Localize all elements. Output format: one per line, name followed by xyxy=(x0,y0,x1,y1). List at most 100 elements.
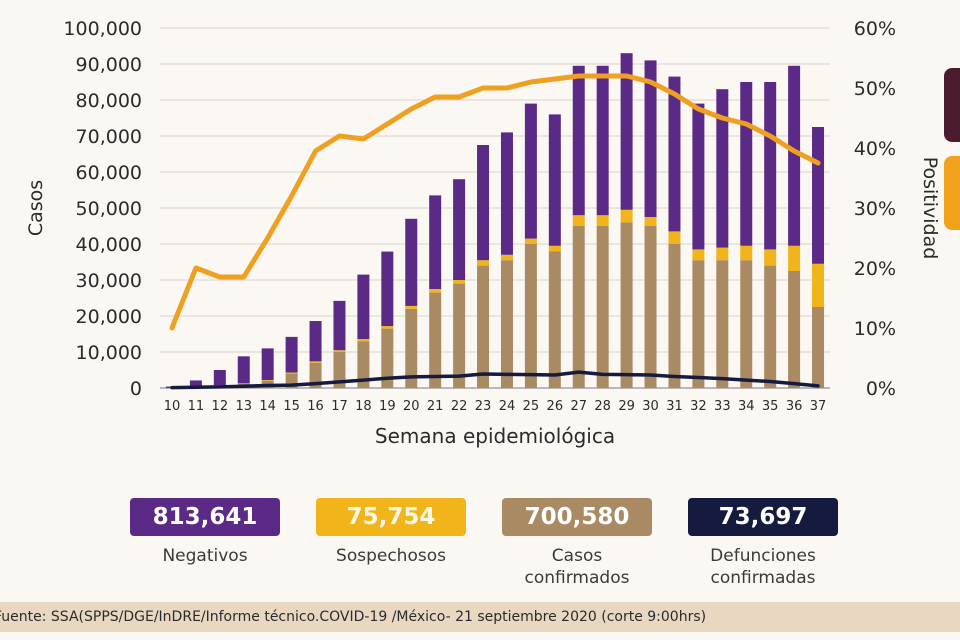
bar-casos-confirmados xyxy=(524,244,537,388)
bar-casos-confirmados xyxy=(477,265,490,388)
bar-casos-confirmados xyxy=(740,260,753,388)
bar-casos-confirmados xyxy=(596,226,609,388)
summary-card-defunciones: 73,697 Defunciones confirmadas xyxy=(688,498,838,589)
summary-label: Defunciones confirmadas xyxy=(710,546,816,588)
bar-negativos xyxy=(788,65,801,246)
line-positividad xyxy=(169,73,821,331)
right-axis-ticks: 0% 10% 20% 30% 40% 50% 60% xyxy=(854,18,896,400)
x-tick-label: 26 xyxy=(547,399,564,414)
y2-tick-label: 0% xyxy=(866,378,896,400)
bar-sospechosos xyxy=(788,245,801,271)
x-tick-label: 36 xyxy=(786,399,803,414)
x-tick-label: 35 xyxy=(762,399,779,414)
x-tick-label: 11 xyxy=(188,399,205,414)
bar-negativos xyxy=(405,218,418,306)
x-tick-label: 22 xyxy=(451,399,468,414)
bar-sospechosos xyxy=(500,254,513,261)
y-tick-label: 90,000 xyxy=(76,54,142,76)
x-tick-label: 28 xyxy=(594,399,611,414)
x-tick-label: 32 xyxy=(690,399,707,414)
side-tab-top xyxy=(944,68,960,142)
summary-label: Sospechosos xyxy=(336,546,446,566)
bar-negativos xyxy=(237,356,250,384)
x-tick-label: 30 xyxy=(642,399,659,414)
bar-casos-confirmados xyxy=(812,307,825,388)
bar-casos-confirmados xyxy=(644,226,657,388)
bar-negativos xyxy=(596,65,609,216)
y-tick-label: 50,000 xyxy=(76,198,142,220)
bar-negativos xyxy=(764,82,777,250)
bar-sospechosos xyxy=(429,289,442,293)
bar-casos-confirmados xyxy=(572,226,585,388)
summary-card-confirmados: 700,580 Casos confirmados xyxy=(502,498,652,589)
x-tick-label: 21 xyxy=(427,399,444,414)
y2-axis-title: Positividad xyxy=(919,157,941,260)
x-tick-label: 29 xyxy=(618,399,635,414)
bar-sospechosos xyxy=(381,326,394,329)
bar-negativos xyxy=(333,300,346,351)
x-axis-ticks: 10 11 12 13 14 15 16 17 18 19 20 21 22 23 24 25 26 27 28 29… xyxy=(164,399,827,414)
x-tick-label: 18 xyxy=(355,399,372,414)
y-tick-label: 30,000 xyxy=(76,270,142,292)
bar-sospechosos xyxy=(596,215,609,226)
bar-negativos xyxy=(548,114,561,246)
x-tick-label: 14 xyxy=(259,399,276,414)
bar-casos-confirmados xyxy=(548,251,561,388)
bar-sospechosos xyxy=(644,217,657,226)
y2-tick-label: 40% xyxy=(854,138,896,160)
bar-negativos xyxy=(429,195,442,289)
bar-negativos xyxy=(740,82,753,246)
x-tick-label: 16 xyxy=(307,399,324,414)
bar-casos-confirmados xyxy=(716,260,729,388)
bar-casos-confirmados xyxy=(453,283,466,388)
summary-card-sospechosos: 75,754 Sospechosos xyxy=(316,498,466,567)
bar-negativos xyxy=(812,127,825,264)
summary-value: 700,580 xyxy=(502,498,652,536)
cases-chart: 0 10,000 20,000 30,000 40,000 50,000 60,000 70,… xyxy=(25,18,941,448)
y-tick-label: 0 xyxy=(130,378,142,400)
line-series xyxy=(169,73,821,390)
bar-negativos xyxy=(668,76,681,232)
bar-sospechosos xyxy=(309,361,322,363)
bar-sospechosos xyxy=(668,231,681,244)
bar-sospechosos xyxy=(453,280,466,284)
bar-casos-confirmados xyxy=(668,244,681,388)
bar-sospechosos xyxy=(764,249,777,266)
y-axis-title: Casos xyxy=(25,180,47,236)
x-tick-label: 19 xyxy=(379,399,396,414)
bar-sospechosos xyxy=(716,247,729,261)
bar-casos-confirmados xyxy=(333,352,346,388)
bar-casos-confirmados xyxy=(429,292,442,388)
summary-label: Casos confirmados xyxy=(524,546,630,588)
bar-sospechosos xyxy=(333,350,346,352)
side-tab-bottom xyxy=(944,156,960,230)
bar-negativos xyxy=(692,103,705,250)
bar-sospechosos xyxy=(477,260,490,266)
bar-negativos xyxy=(620,53,633,210)
x-tick-label: 15 xyxy=(283,399,300,414)
y2-tick-label: 10% xyxy=(854,318,896,340)
x-tick-label: 33 xyxy=(714,399,731,414)
y2-tick-label: 20% xyxy=(854,258,896,280)
summary-label: Negativos xyxy=(162,546,248,566)
bar-series xyxy=(165,53,825,388)
bar-negativos xyxy=(189,380,202,387)
bar-sospechosos xyxy=(740,245,753,261)
bar-negativos xyxy=(381,251,394,327)
summary-value: 813,641 xyxy=(130,498,280,536)
summary-card-negativos: 813,641 Negativos xyxy=(130,498,280,567)
bar-sospechosos xyxy=(261,380,274,381)
y2-tick-label: 60% xyxy=(854,18,896,40)
grid-lines xyxy=(160,27,830,389)
x-tick-label: 25 xyxy=(523,399,540,414)
bar-sospechosos xyxy=(548,245,561,252)
bar-sospechosos xyxy=(524,238,537,244)
summary-value: 75,754 xyxy=(316,498,466,536)
x-tick-label: 10 xyxy=(164,399,181,414)
bar-sospechosos xyxy=(572,215,585,226)
y2-tick-label: 30% xyxy=(854,198,896,220)
y-tick-label: 60,000 xyxy=(76,162,142,184)
bar-sospechosos xyxy=(357,339,370,342)
bar-casos-confirmados xyxy=(788,271,801,388)
x-tick-label: 17 xyxy=(331,399,348,414)
